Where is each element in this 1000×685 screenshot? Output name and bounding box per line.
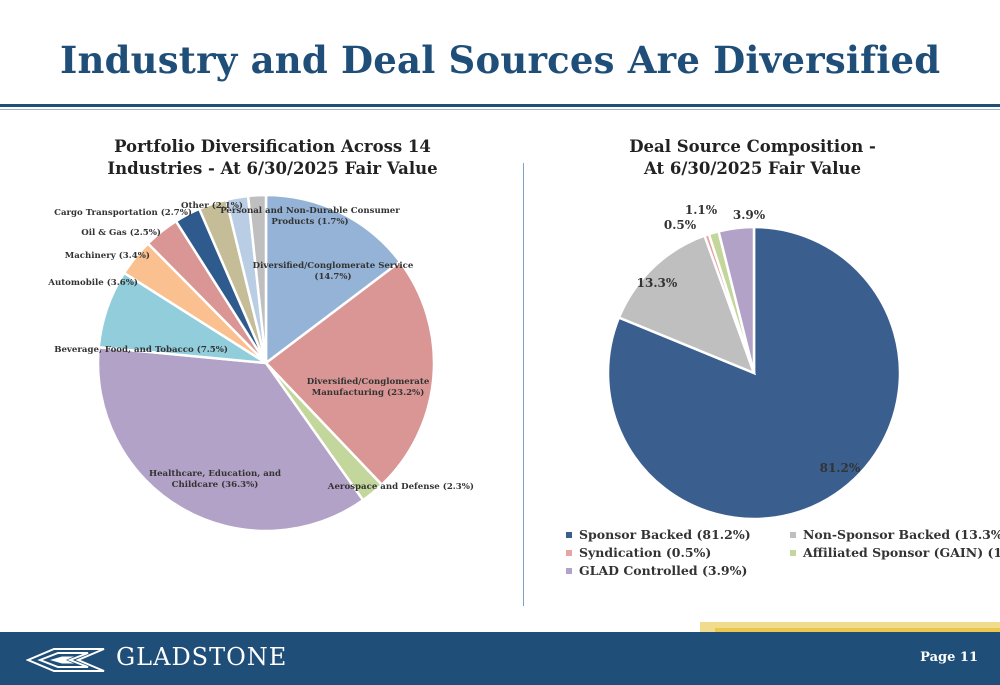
deal-source-data-label-affiliated-sponsor: 1.1% <box>685 203 718 217</box>
portfolio-label-healthcare-education-and-childcare: Healthcare, Education, and Childcare (36.… <box>149 469 281 490</box>
deal-source-chart-title-line-2: At 6/30/2025 Fair Value <box>644 159 861 178</box>
portfolio-slice-diversified-conglomerate-service <box>264 193 402 366</box>
legend-item-non-sponsor-backed: Non-Sponsor Backed (13.3%) <box>790 527 1000 542</box>
legend-item-sponsor-backed: Sponsor Backed (81.2%) <box>566 527 751 542</box>
chart-divider <box>523 163 524 606</box>
portfolio-chart-title-line-2: Industries - At 6/30/2025 Fair Value <box>107 159 438 178</box>
gladstone-logo-mark-icon <box>26 648 105 672</box>
portfolio-label-cargo-transportation: Cargo Transportation (2.7%) <box>54 207 192 218</box>
footer-logo-text: GLADSTONE <box>116 643 288 671</box>
title-divider <box>0 104 1000 107</box>
portfolio-label-beverage-food-and-tobacco: Beverage, Food, and Tobacco (7.5%) <box>54 344 228 355</box>
footer-gold-accent-inner <box>715 628 1000 633</box>
portfolio-label-automobile: Automobile (3.6%) <box>47 277 138 288</box>
footer-bar <box>0 632 1000 685</box>
deal-source-data-label-sponsor-backed: 81.2% <box>820 461 861 475</box>
portfolio-label-other: Other (2.1%) <box>181 200 243 211</box>
portfolio-label-oil-gas: Oil & Gas (2.5%) <box>81 227 161 238</box>
portfolio-label-aerospace-and-defense: Aerospace and Defense (2.3%) <box>327 481 474 492</box>
portfolio-label-machinery: Machinery (3.4%) <box>65 250 150 261</box>
legend-item-affiliated-sponsor: Affiliated Sponsor (GAIN) (1.1%) <box>790 545 1000 560</box>
page-number: Page 11 <box>920 650 978 665</box>
deal-source-data-label-glad-controlled: 3.9% <box>733 208 766 222</box>
portfolio-label-diversified-conglomerate-manufacturing: Diversified/Conglomerate Manufacturing (2… <box>307 377 430 398</box>
portfolio-chart-title: Portfolio Diversification Across 14 Indu… <box>80 136 465 180</box>
portfolio-chart-title-line-1: Portfolio Diversification Across 14 <box>114 137 431 156</box>
legend-swatch <box>566 567 572 574</box>
legend-swatch <box>566 531 572 538</box>
legend-item-syndication: Syndication (0.5%) <box>566 545 711 560</box>
title-divider-secondary <box>0 109 1000 110</box>
legend-swatch <box>566 549 572 556</box>
deal-source-chart-title: Deal Source Composition - At 6/30/2025 F… <box>560 136 945 180</box>
deal-source-data-label-syndication: 0.5% <box>664 218 697 232</box>
legend-label: Non-Sponsor Backed (13.3%) <box>803 527 1000 542</box>
portfolio-slice-healthcare-education-and-childcare <box>96 345 365 533</box>
legend-label: Syndication (0.5%) <box>579 545 712 560</box>
legend-swatch <box>790 549 796 556</box>
deal-source-slice-glad-controlled <box>717 225 756 374</box>
deal-source-slice-non-sponsor-backed <box>617 234 757 376</box>
deal-source-data-label-non-sponsor-backed: 13.3% <box>637 276 678 290</box>
legend-label: GLAD Controlled (3.9%) <box>579 563 748 578</box>
legend-item-glad-controlled: GLAD Controlled (3.9%) <box>566 563 747 578</box>
portfolio-label-diversified-conglomerate-service: Diversified/Conglomerate Service (14.7%) <box>253 261 414 282</box>
legend-label: Sponsor Backed (81.2%) <box>579 527 751 542</box>
portfolio-slice-personal-and-non-durable-consumer-products <box>246 193 268 364</box>
legend-swatch <box>790 531 796 538</box>
deal-source-chart-title-line-1: Deal Source Composition - <box>629 137 876 156</box>
page-title: Industry and Deal Sources Are Diversifie… <box>60 38 941 82</box>
legend-label: Affiliated Sponsor (GAIN) (1.1%) <box>803 545 1000 560</box>
portfolio-label-personal-and-non-durable-consumer-products: Personal and Non-Durable Consumer Product… <box>220 206 400 227</box>
portfolio-slice-diversified-conglomerate-manufacturing <box>264 259 436 487</box>
